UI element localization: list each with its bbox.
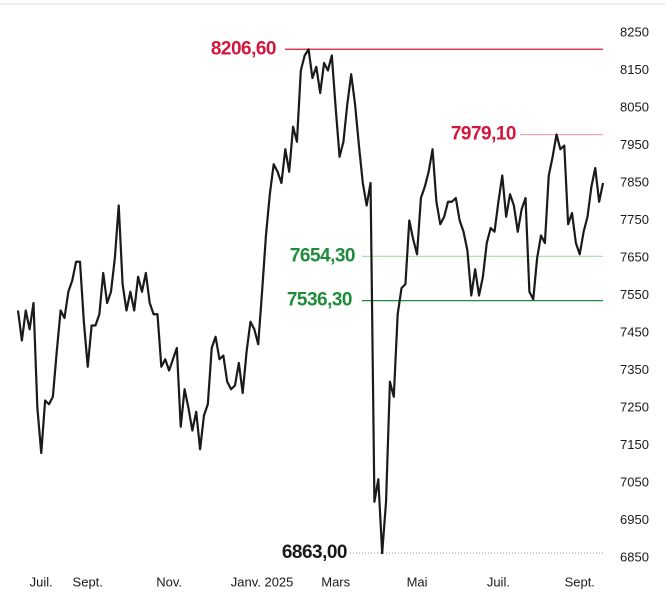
reference-label: 6863,00 [282, 542, 347, 563]
x-tick-label: Sept. [73, 574, 103, 589]
y-tick-label: 7250 [620, 399, 649, 414]
x-tick-label: Janv. 2025 [231, 574, 294, 589]
x-tick-label: Mai [407, 574, 428, 589]
y-tick-label: 7950 [620, 137, 649, 152]
y-tick-label: 7150 [620, 437, 649, 452]
y-tick-label: 8150 [620, 62, 649, 77]
reference-label: 8206,60 [211, 38, 276, 59]
reference-label: 7979,10 [451, 124, 516, 145]
y-tick-label: 7550 [620, 287, 649, 302]
x-tick-label: Juil. [487, 574, 510, 589]
price-line [16, 48, 605, 555]
x-tick-label: Juil. [30, 574, 53, 589]
y-tick-label: 7650 [620, 249, 649, 264]
y-tick-label: 7050 [620, 474, 649, 489]
reference-label: 7654,30 [290, 245, 355, 266]
y-tick-label: 8250 [620, 24, 649, 39]
y-tick-label: 7450 [620, 324, 649, 339]
reference-label: 7536,30 [287, 290, 352, 311]
y-tick-label: 7750 [620, 212, 649, 227]
y-tick-label: 6950 [620, 512, 649, 527]
x-tick-label: Nov. [156, 574, 182, 589]
y-tick-label: 6850 [620, 549, 649, 564]
y-tick-label: 8050 [620, 99, 649, 114]
y-tick-label: 7850 [620, 174, 649, 189]
x-tick-label: Sept. [565, 574, 595, 589]
x-tick-label: Mars [321, 574, 350, 589]
y-tick-label: 7350 [620, 362, 649, 377]
